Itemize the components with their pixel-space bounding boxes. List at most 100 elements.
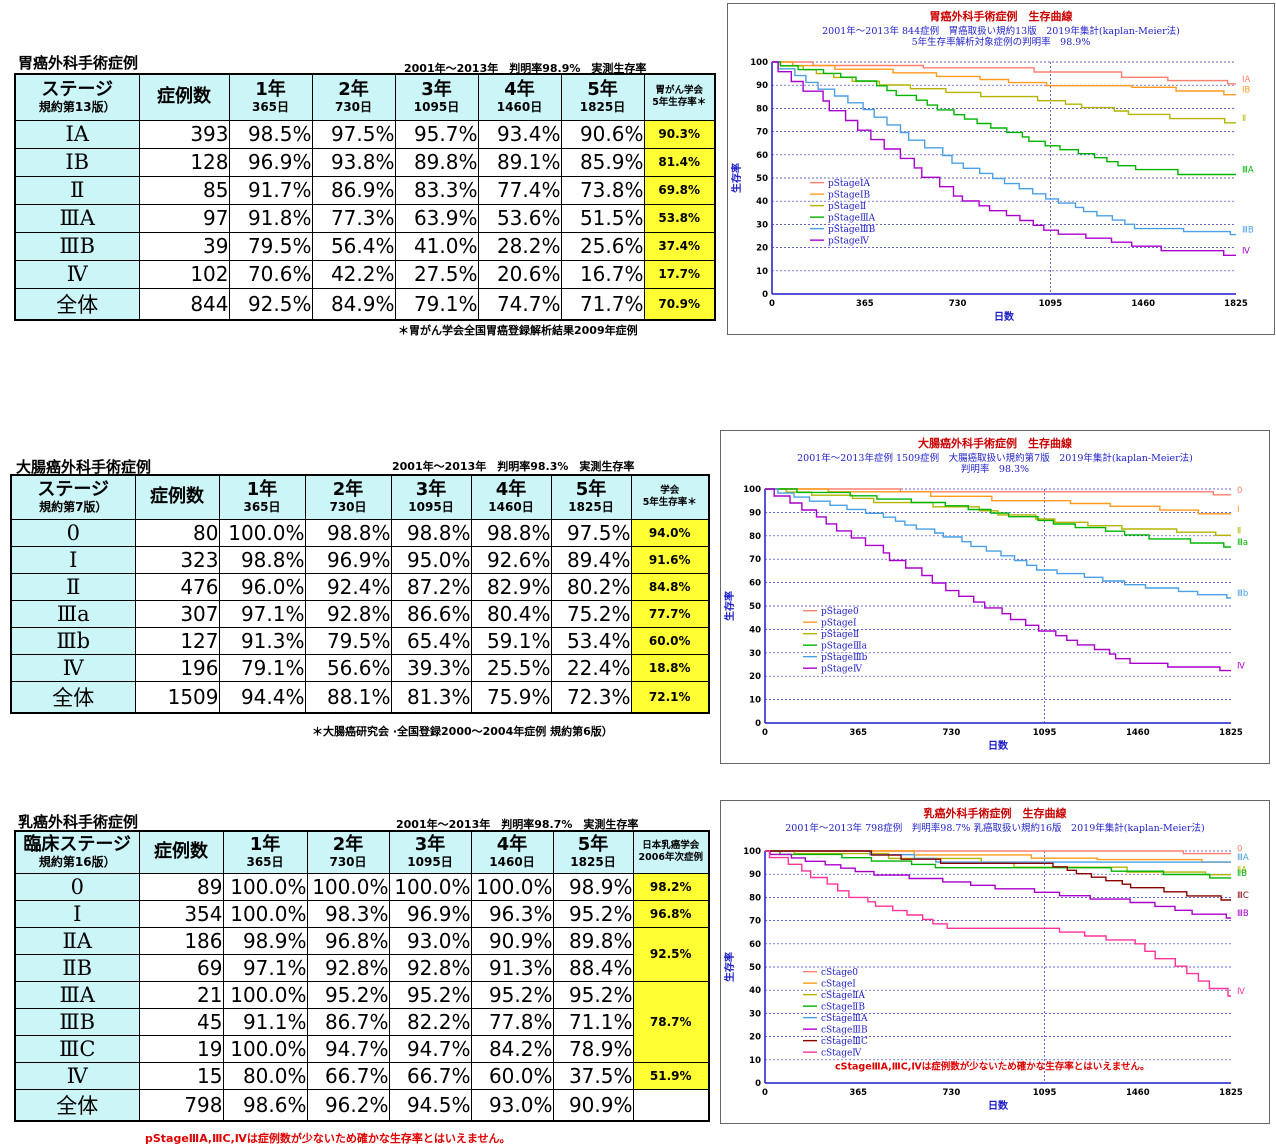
stage-cell: Ⅱ — [10, 572, 136, 601]
table-header-row: ステージ 規約第7版） 症例数 1年 365日 2年 730日 3年 1095日 4年 1… — [10, 474, 710, 520]
x-tick-label: 1095 — [1039, 299, 1063, 309]
case-count-cell: 85 — [138, 175, 230, 205]
survival-rate-cell: 89.8% — [394, 147, 479, 177]
survival-rate-cell: 91.3% — [470, 953, 554, 982]
survival-rate-cell: 25.6% — [560, 231, 645, 261]
year-header: 1年 365日 — [228, 73, 313, 121]
case-count-cell: 39 — [138, 231, 230, 261]
x-tick-label: 365 — [856, 299, 874, 309]
survival-curve — [765, 850, 1231, 901]
year-header: 5年 1825日 — [550, 474, 632, 520]
survival-rate-cell: 75.9% — [470, 680, 552, 713]
society-header: 胃がん学会 5年生存率＊ — [643, 73, 716, 121]
survival-rate-cell: 22.4% — [550, 653, 632, 682]
survival-curve — [765, 488, 1231, 672]
x-tick-label: 365 — [849, 1088, 867, 1098]
survival-rate-cell: 89.1% — [477, 147, 562, 177]
legend-entry: cStageⅢC — [821, 1037, 868, 1047]
legend-entry: cStageⅡA — [821, 991, 865, 1001]
case-count-cell: 21 — [138, 980, 224, 1009]
survival-rate-cell: 88.4% — [552, 953, 634, 982]
survival-rate-cell: 93.0% — [388, 926, 472, 955]
table-row: Ⅰ 354 100.0% 98.3% 96.9% 96.3% 95.2% 96.8% — [14, 899, 710, 928]
case-count-cell: 89 — [138, 872, 224, 901]
y-tick-label: 20 — [749, 672, 761, 682]
survival-curve — [765, 488, 1231, 599]
legend-entry: cStage0 — [821, 968, 858, 978]
survival-rate-cell: 88.1% — [304, 680, 392, 713]
chart-subtitle: 5年生存率解析対象症例の判明率 98.9% — [912, 36, 1091, 48]
survival-rate-cell: 96.3% — [470, 899, 554, 928]
y-axis-label: 生存率 — [730, 163, 743, 193]
survival-rate-cell: 97.1% — [222, 953, 308, 982]
curve-end-label: ⅠB — [1242, 86, 1251, 96]
survival-rate-cell: 75.2% — [550, 599, 632, 628]
y-tick-label: 50 — [749, 963, 761, 973]
table-row: Ⅱ 476 96.0% 92.4% 87.2% 82.9% 80.2% 84.8% — [10, 572, 710, 601]
society-rate-cell: 60.0% — [630, 626, 710, 655]
y-tick-label: 0 — [755, 1079, 761, 1089]
x-tick-label: 730 — [943, 728, 961, 738]
survival-rate-cell: 95.2% — [470, 980, 554, 1009]
year-header: 4年 1460日 — [470, 474, 552, 520]
stage-cell: Ⅲa — [10, 599, 136, 628]
society-rate-cell: 78.7% — [632, 980, 710, 1063]
society-rate-cell: 18.8% — [630, 653, 710, 682]
chart-title: 大腸癌外科手術症例 生存曲線 — [918, 436, 1072, 450]
survival-rate-cell: 93.0% — [470, 1088, 554, 1121]
survival-rate-cell: 63.9% — [394, 203, 479, 233]
survival-rate-cell: 78.9% — [552, 1034, 634, 1063]
survival-rate-cell: 53.6% — [477, 203, 562, 233]
table-row: ⅢC 19 100.0% 94.7% 94.7% 84.2% 78.9% — [14, 1034, 709, 1063]
chart-annotation: cStageⅢA,ⅢC,Ⅳは症例数が少ないため確かな生存率とはいえません。 — [835, 1061, 1150, 1073]
x-tick-label: 1095 — [1033, 1088, 1057, 1098]
stage-cell: ⅢB — [14, 231, 140, 261]
survival-rate-cell: 94.7% — [306, 1034, 390, 1063]
stage-cell: Ⅳ — [14, 1061, 140, 1090]
table-row: Ⅳ 15 80.0% 66.7% 66.7% 60.0% 37.5% 51.9% — [14, 1061, 710, 1090]
survival-rate-cell: 79.1% — [394, 287, 479, 320]
y-axis-label: 生存率 — [723, 952, 736, 982]
survival-rate-cell: 59.1% — [470, 626, 552, 655]
y-tick-label: 30 — [749, 649, 761, 659]
survival-curve — [765, 850, 1231, 997]
survival-rate-cell: 91.1% — [222, 1007, 308, 1036]
survival-rate-cell: 92.8% — [304, 599, 392, 628]
table-row: Ⅱ 85 91.7% 86.9% 83.3% 77.4% 73.8% 69.8% — [14, 175, 716, 205]
survival-rate-cell: 100.0% — [306, 872, 390, 901]
year-header: 1年 365日 — [218, 474, 306, 520]
survival-curve — [765, 488, 1231, 515]
curve-end-label: ⅡA — [1237, 866, 1247, 876]
table-row: 全体 798 98.6% 96.2% 94.5% 93.0% 90.9% — [14, 1088, 710, 1121]
society-rate-cell: 53.8% — [643, 203, 716, 233]
stage-cell: ⅠB — [14, 147, 140, 177]
y-tick-label: 60 — [749, 579, 761, 589]
y-tick-label: 80 — [749, 893, 761, 903]
survival-rate-cell: 100.0% — [222, 872, 308, 901]
curve-end-label: ⅠA — [1242, 75, 1251, 85]
legend-entry: pStageⅠ — [821, 619, 857, 629]
legend-entry: cStageⅢB — [821, 1026, 868, 1036]
society-rate-cell: 84.8% — [630, 572, 710, 601]
x-tick-label: 1460 — [1126, 728, 1150, 738]
case-count-cell: 354 — [138, 899, 224, 928]
case-count-cell: 19 — [138, 1034, 224, 1063]
breast-footnote: pStageⅢA,ⅢC,Ⅳは症例数が少ないため確かな生存率とはいえません。 — [145, 1132, 511, 1145]
year-header: 1年 365日 — [222, 830, 308, 874]
stage-cell: Ⅰ — [14, 899, 140, 928]
y-tick-label: 20 — [749, 1033, 761, 1043]
y-tick-label: 60 — [756, 151, 768, 161]
table-row: 全体 1509 94.4% 88.1% 81.3% 75.9% 72.3% 72.1% — [10, 680, 710, 713]
table-row: ⅢA 21 100.0% 95.2% 95.2% 95.2% 95.2% 78.7% — [14, 980, 710, 1063]
survival-curve — [765, 850, 1231, 879]
survival-rate-cell: 95.0% — [390, 545, 472, 574]
society-rate-cell: 91.6% — [630, 545, 710, 574]
case-count-cell: 127 — [134, 626, 220, 655]
stage-cell: 全体 — [14, 1088, 140, 1121]
year-header: 3年 1095日 — [388, 830, 472, 874]
x-tick-label: 730 — [943, 1088, 961, 1098]
society-rate-cell: 96.8% — [632, 899, 710, 928]
table-row: Ⅲb 127 91.3% 79.5% 65.4% 59.1% 53.4% 60.0% — [10, 626, 710, 655]
chart-title: 乳癌外科手術症例 生存曲線 — [924, 806, 1067, 820]
table-row: Ⅰ 323 98.8% 96.9% 95.0% 92.6% 89.4% 91.6% — [10, 545, 710, 574]
